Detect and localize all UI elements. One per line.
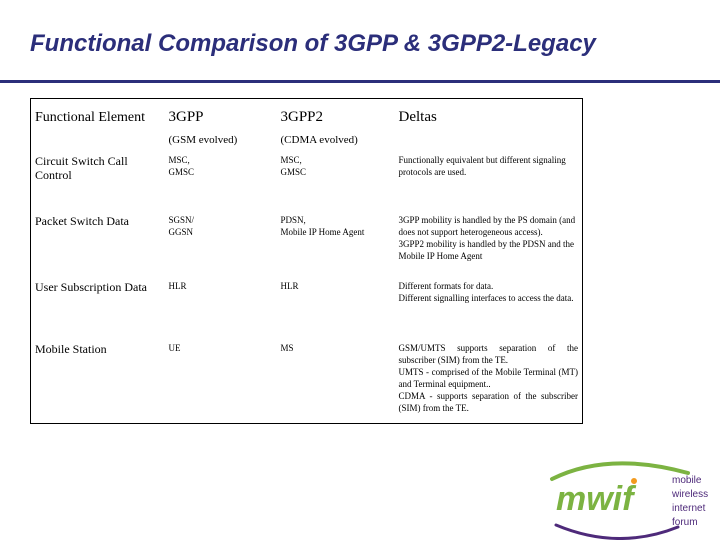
row-deltas: 3GPP mobility is handled by the PS domai…	[395, 210, 583, 276]
logo-line-wireless: wireless	[671, 489, 708, 500]
cell-line: GMSC	[168, 166, 195, 177]
row-3gpp2: MS	[277, 338, 395, 424]
cell-line: HLR	[168, 280, 187, 291]
cell-line: GSM/UMTS supports separation of the subs…	[398, 342, 579, 365]
header-3gpp-title: 3GPP	[168, 109, 204, 125]
row-element: Packet Switch Data	[35, 213, 129, 228]
row-element: User Subscription Data	[35, 279, 147, 294]
header-3gpp2: 3GPP2 (CDMA evolved)	[277, 99, 395, 147]
header-3gpp2-title: 3GPP2	[280, 109, 324, 125]
row-3gpp2: MSC, GMSC	[277, 147, 395, 210]
row-3gpp: HLR	[165, 276, 277, 338]
logo-line-internet: internet	[672, 503, 706, 514]
cell-line: MSC,	[168, 154, 190, 165]
cell-line: MS	[280, 342, 294, 353]
cell-line: HLR	[280, 280, 299, 291]
row-element: Mobile Station	[35, 341, 107, 356]
header-3gpp-sub: (GSM evolved)	[168, 134, 238, 146]
title-divider	[0, 80, 720, 83]
header-deltas-title: Deltas	[398, 109, 437, 125]
row-3gpp: SGSN/ GGSN	[165, 210, 277, 276]
cell-line: Functionally equivalent but different si…	[398, 154, 566, 177]
row-deltas: Functionally equivalent but different si…	[395, 147, 583, 210]
cell-line: CDMA - supports separation of the subscr…	[398, 390, 579, 413]
row-3gpp: UE	[165, 338, 277, 424]
row-3gpp2: HLR	[277, 276, 395, 338]
row-3gpp: MSC, GMSC	[165, 147, 277, 210]
cell-line: SGSN/	[168, 214, 195, 225]
cell-line: GMSC	[280, 166, 307, 177]
logo-swoosh-bottom	[554, 523, 680, 540]
logo-line-forum: forum	[672, 517, 698, 528]
header-3gpp2-sub: (CDMA evolved)	[280, 134, 358, 146]
logo-orange-dot	[631, 478, 637, 484]
table-header-row: Functional Element 3GPP (GSM evolved) 3G…	[31, 99, 583, 147]
cell-line: PDSN,	[280, 214, 306, 225]
cell-line: Different signalling interfaces to acces…	[398, 292, 574, 303]
row-3gpp2: PDSN, Mobile IP Home Agent	[277, 210, 395, 276]
row-element: Circuit Switch Call Control	[35, 153, 128, 182]
table-row: Circuit Switch Call Control MSC, GMSC MS…	[31, 147, 583, 210]
cell-line: 3GPP mobility is handled by the PS domai…	[398, 214, 576, 237]
cell-line: UMTS - comprised of the Mobile Terminal …	[398, 366, 579, 389]
cell-line: 3GPP2 mobility is handled by the PDSN an…	[398, 238, 575, 261]
comparison-table: Functional Element 3GPP (GSM evolved) 3G…	[30, 98, 583, 424]
table-row: Mobile Station UE MS GSM/UMTS supports s…	[31, 338, 583, 424]
table-row: User Subscription Data HLR HLR Different…	[31, 276, 583, 338]
logo-line-mobile: mobile	[672, 475, 702, 486]
header-functional-element: Functional Element	[35, 110, 146, 125]
logo-wordmark: mwif	[556, 480, 637, 518]
row-deltas: GSM/UMTS supports separation of the subs…	[395, 338, 583, 424]
row-deltas: Different formats for data. Different si…	[395, 276, 583, 338]
cell-line: Different formats for data.	[398, 280, 494, 291]
cell-line: MSC,	[280, 154, 302, 165]
logo-swoosh-top	[550, 461, 690, 481]
cell-line: Mobile IP Home Agent	[280, 226, 365, 237]
cell-line: GGSN	[168, 226, 194, 237]
mwif-logo: mwif mobile wireless internet forum	[550, 461, 708, 540]
header-deltas: Deltas	[395, 99, 583, 147]
cell-line: UE	[168, 342, 181, 353]
slide-title: Functional Comparison of 3GPP & 3GPP2-Le…	[30, 30, 596, 57]
header-3gpp: 3GPP (GSM evolved)	[165, 99, 277, 147]
table-row: Packet Switch Data SGSN/ GGSN PDSN, Mobi…	[31, 210, 583, 276]
